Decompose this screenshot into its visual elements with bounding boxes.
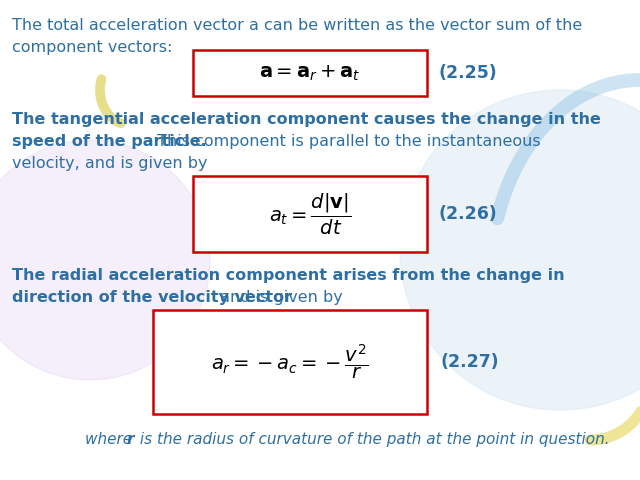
Text: and is given by: and is given by	[215, 290, 343, 305]
Text: $\mathbf{a} = \mathbf{a}_r + \mathbf{a}_t$: $\mathbf{a} = \mathbf{a}_r + \mathbf{a}_…	[259, 63, 361, 83]
Text: component vectors:: component vectors:	[12, 40, 172, 55]
Text: where: where	[85, 432, 137, 447]
Circle shape	[400, 90, 640, 410]
Text: The tangential acceleration component causes the change in the: The tangential acceleration component ca…	[12, 112, 601, 127]
Text: This component is parallel to the instantaneous: This component is parallel to the instan…	[152, 134, 541, 149]
Text: velocity, and is given by: velocity, and is given by	[12, 156, 207, 171]
Text: $a_t = \dfrac{d|\mathbf{v}|}{dt}$: $a_t = \dfrac{d|\mathbf{v}|}{dt}$	[269, 192, 351, 237]
Text: The total acceleration vector a can be written as the vector sum of the: The total acceleration vector a can be w…	[12, 18, 582, 33]
Text: The radial acceleration component arises from the change in: The radial acceleration component arises…	[12, 268, 564, 283]
FancyBboxPatch shape	[193, 50, 427, 96]
Text: is the radius of curvature of the path at the point in question.: is the radius of curvature of the path a…	[135, 432, 610, 447]
Circle shape	[0, 140, 210, 380]
Text: $a_r = -a_c = -\dfrac{v^2}{r}$: $a_r = -a_c = -\dfrac{v^2}{r}$	[211, 343, 369, 382]
Text: (2.26): (2.26)	[438, 205, 497, 223]
Text: (2.25): (2.25)	[438, 64, 497, 82]
Text: direction of the velocity vector: direction of the velocity vector	[12, 290, 292, 305]
FancyBboxPatch shape	[153, 310, 427, 414]
Text: speed of the particle.: speed of the particle.	[12, 134, 207, 149]
FancyBboxPatch shape	[193, 176, 427, 252]
Text: (2.27): (2.27)	[440, 353, 499, 371]
Text: r: r	[127, 432, 134, 447]
